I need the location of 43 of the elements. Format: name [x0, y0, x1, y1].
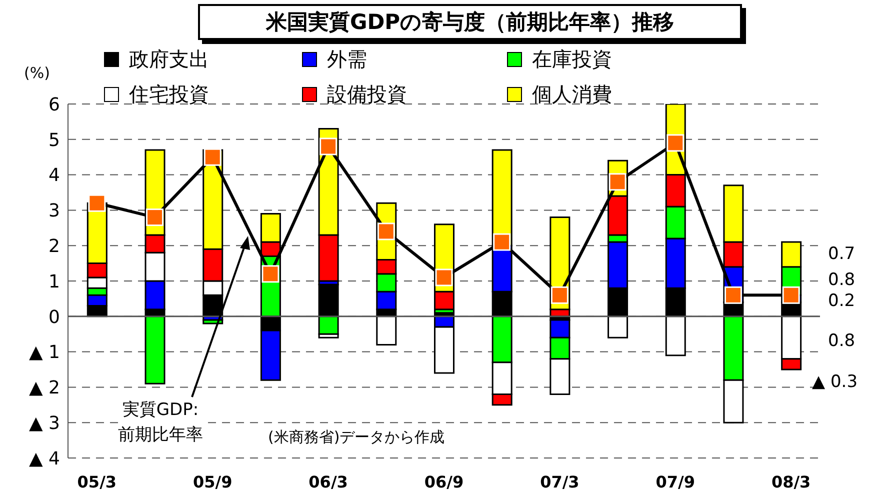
point	[724, 286, 742, 304]
point	[146, 208, 164, 226]
x-tick-label: 07/3	[540, 472, 580, 492]
legend-label: 外需	[327, 46, 367, 73]
point	[262, 265, 280, 283]
point	[435, 268, 453, 286]
point	[550, 286, 568, 304]
y-tick-label: 5	[48, 130, 60, 151]
point	[782, 286, 800, 304]
legend-label: 在庫投資	[532, 46, 612, 73]
text: 0.8	[828, 331, 856, 351]
x-tick-label: 07/9	[656, 472, 696, 492]
chart-title: 米国実質GDPの寄与度（前期比年率）推移	[198, 4, 742, 40]
legend-label: 設備投資	[327, 81, 407, 108]
legend-label: 政府支出	[129, 46, 209, 73]
y-tick-label: ▲ 4	[28, 448, 60, 470]
annotation: (米商務省)データから作成	[268, 428, 445, 447]
y-tick-label: 0	[48, 306, 60, 328]
text: 0.7	[828, 244, 856, 264]
x-tick-label: 05/3	[77, 472, 117, 492]
y-axis-title: (%)	[24, 64, 50, 82]
y-tick-label: ▲ 1	[28, 342, 60, 364]
x-tick-label: 08/3	[771, 472, 811, 492]
point	[204, 148, 222, 166]
y-tick-label: 4	[48, 165, 60, 186]
y-tick-label: 6	[48, 94, 60, 116]
y-tick-label: 1	[48, 271, 60, 292]
y-tick-label: 2	[48, 236, 60, 257]
text: 0.2	[828, 291, 856, 311]
y-tick-label: 3	[48, 200, 60, 222]
x-tick-label: 06/9	[424, 472, 464, 492]
y-tick-label: ▲ 2	[28, 378, 60, 399]
point	[320, 138, 338, 156]
y-tick-label: ▲ 3	[28, 412, 60, 434]
x-tick-label: 05/9	[192, 472, 232, 492]
legend-label: 住宅投資	[129, 81, 209, 108]
point	[88, 194, 106, 212]
x-tick-label: 06/3	[308, 472, 348, 492]
point	[493, 233, 511, 251]
legend-label: 個人消費	[532, 81, 612, 108]
text: 0.8	[828, 270, 856, 290]
annotation: ▲ 0.3	[812, 372, 858, 392]
annotation: 実質GDP: 前期比年率	[118, 398, 203, 448]
